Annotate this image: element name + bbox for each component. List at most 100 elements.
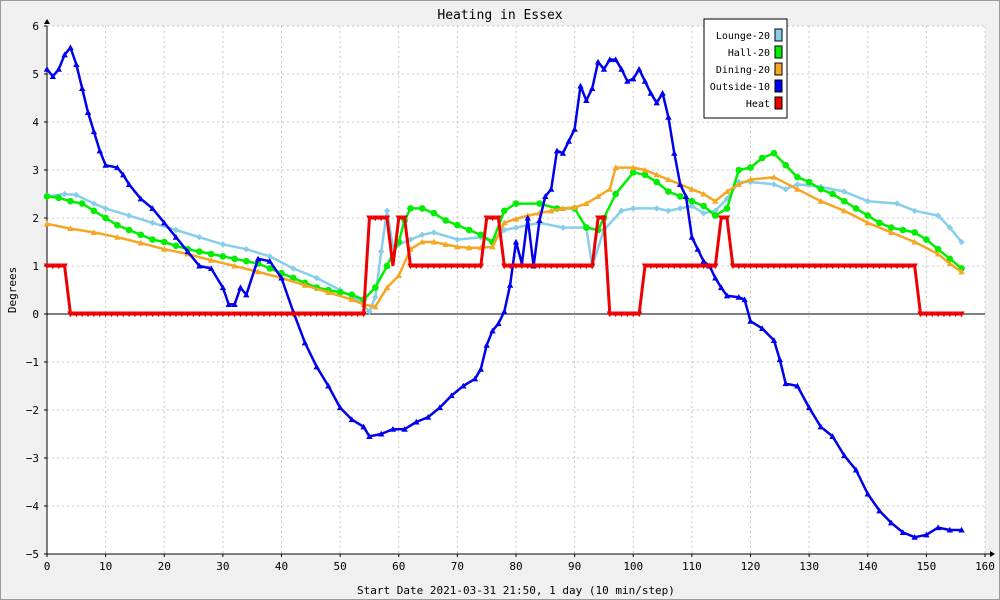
data-point (430, 238, 438, 245)
data-point (835, 263, 842, 270)
data-point (841, 207, 848, 214)
data-point (583, 263, 590, 270)
data-point (49, 73, 57, 79)
data-point (846, 263, 854, 270)
legend-label: Dining-20 (716, 65, 770, 76)
data-point (559, 150, 567, 156)
data-point (342, 311, 350, 318)
data-point (518, 263, 526, 270)
data-point (676, 205, 684, 212)
data-point (243, 257, 250, 265)
data-point (864, 219, 871, 226)
data-point (864, 263, 871, 270)
series-line-dining-20 (46, 166, 963, 309)
data-point (688, 202, 696, 210)
data-point (940, 311, 948, 318)
data-point (184, 248, 191, 255)
data-point (377, 430, 385, 437)
data-point (90, 200, 98, 207)
data-point (688, 197, 696, 205)
data-point (606, 56, 613, 63)
data-point (542, 263, 549, 270)
data-point (295, 311, 303, 318)
data-point (864, 198, 871, 205)
data-point (641, 166, 649, 173)
series-hall-20 (43, 149, 965, 303)
data-point (512, 215, 520, 222)
data-point (489, 327, 496, 334)
data-point (647, 263, 655, 270)
data-point (307, 311, 315, 318)
data-point (911, 534, 918, 540)
legend: Lounge-20 Hall-20 Dining-20 Outside-10 Heat (703, 18, 788, 119)
data-point (606, 311, 613, 318)
data-point (559, 205, 567, 211)
data-point (618, 311, 625, 318)
data-point (717, 284, 725, 291)
data-point (893, 263, 901, 270)
data-point (946, 526, 954, 533)
data-point (624, 78, 631, 84)
data-point (512, 224, 520, 231)
data-point (547, 207, 555, 214)
x-axis-arrow (990, 551, 995, 557)
data-point (923, 311, 930, 318)
data-point (841, 452, 848, 459)
data-point (419, 263, 426, 270)
data-point (372, 294, 379, 301)
data-point (348, 311, 356, 318)
data-point (635, 66, 643, 72)
data-point (207, 311, 215, 318)
x-tick-label: 140 (858, 560, 878, 573)
data-point (542, 193, 549, 199)
data-point (624, 311, 631, 318)
data-point (331, 311, 338, 318)
data-point (583, 200, 590, 207)
data-point (266, 265, 274, 272)
legend-label: Hall-20 (728, 48, 770, 59)
data-point (454, 243, 461, 250)
data-point (313, 274, 320, 282)
data-point (149, 219, 156, 226)
data-point (383, 284, 391, 291)
data-point (166, 311, 174, 318)
data-point (501, 219, 508, 226)
data-point (876, 263, 883, 270)
data-point (852, 205, 860, 212)
data-point (536, 263, 543, 270)
y-tick-label: −2 (26, 404, 39, 417)
data-point (782, 186, 789, 193)
data-point (90, 128, 98, 135)
data-point (55, 194, 63, 202)
data-point (571, 204, 578, 210)
data-point (73, 191, 80, 199)
x-tick-label: 60 (392, 560, 405, 573)
data-point (712, 263, 719, 270)
data-point (196, 248, 203, 255)
data-point (630, 75, 637, 82)
data-point (260, 311, 268, 318)
data-point (278, 311, 285, 318)
data-point (120, 171, 127, 178)
data-point (934, 245, 942, 253)
data-point (934, 212, 942, 219)
data-point (641, 78, 649, 84)
y-tick-label: 1 (32, 260, 39, 273)
data-point (782, 161, 789, 169)
data-point (231, 301, 238, 307)
data-point (120, 311, 127, 318)
legend-swatch (774, 62, 783, 76)
x-tick-label: 0 (44, 560, 51, 573)
data-point (442, 241, 449, 247)
data-point (114, 164, 121, 171)
data-point (483, 342, 490, 348)
data-point (770, 149, 778, 157)
data-point (501, 263, 508, 270)
x-tick-label: 120 (741, 560, 761, 573)
data-point (665, 188, 672, 195)
data-point (137, 239, 144, 246)
chart-title: Heating in Essex (437, 8, 562, 23)
data-point (946, 311, 954, 318)
data-point (864, 490, 871, 497)
legend-swatch (774, 96, 783, 110)
